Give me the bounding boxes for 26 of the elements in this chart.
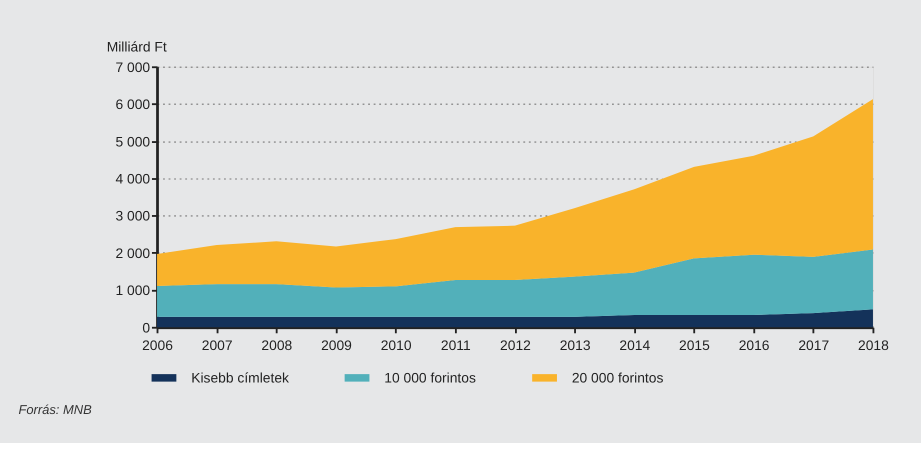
y-tick-label: 1 000: [115, 282, 150, 298]
y-axis-title: Milliárd Ft: [106, 38, 167, 55]
legend-label: 20 000 forintos: [572, 369, 664, 386]
x-tick-label: 2012: [500, 336, 531, 353]
x-tick-label: 2006: [142, 336, 174, 353]
y-tick-label: 2 000: [115, 244, 150, 261]
x-tick-label: 2014: [619, 336, 650, 353]
x-tick-label: 2009: [321, 336, 352, 353]
x-tick-label: 2010: [380, 336, 412, 353]
x-tick-label: 2016: [738, 336, 770, 353]
y-tick-label: 0: [142, 319, 150, 336]
y-tick-label: 3 000: [115, 208, 150, 224]
x-tick-label: 2013: [560, 336, 591, 353]
x-tick-label: 2007: [202, 336, 233, 353]
legend-label: 10 000 forintos: [384, 369, 476, 386]
y-tick-label: 7 000: [115, 58, 150, 75]
x-tick-label: 2017: [798, 336, 830, 353]
x-tick-label: 2018: [858, 336, 890, 353]
y-tick-label: 5 000: [115, 133, 150, 150]
x-tick-label: 2011: [440, 336, 471, 353]
x-tick-label: 2015: [679, 336, 710, 353]
x-tick-label: 2008: [261, 336, 293, 353]
legend-label: Kisebb címletek: [191, 369, 290, 386]
text: Forrás: MNB: [18, 402, 92, 418]
y-tick-label: 6 000: [115, 96, 150, 112]
y-tick-label: 4 000: [115, 170, 150, 186]
